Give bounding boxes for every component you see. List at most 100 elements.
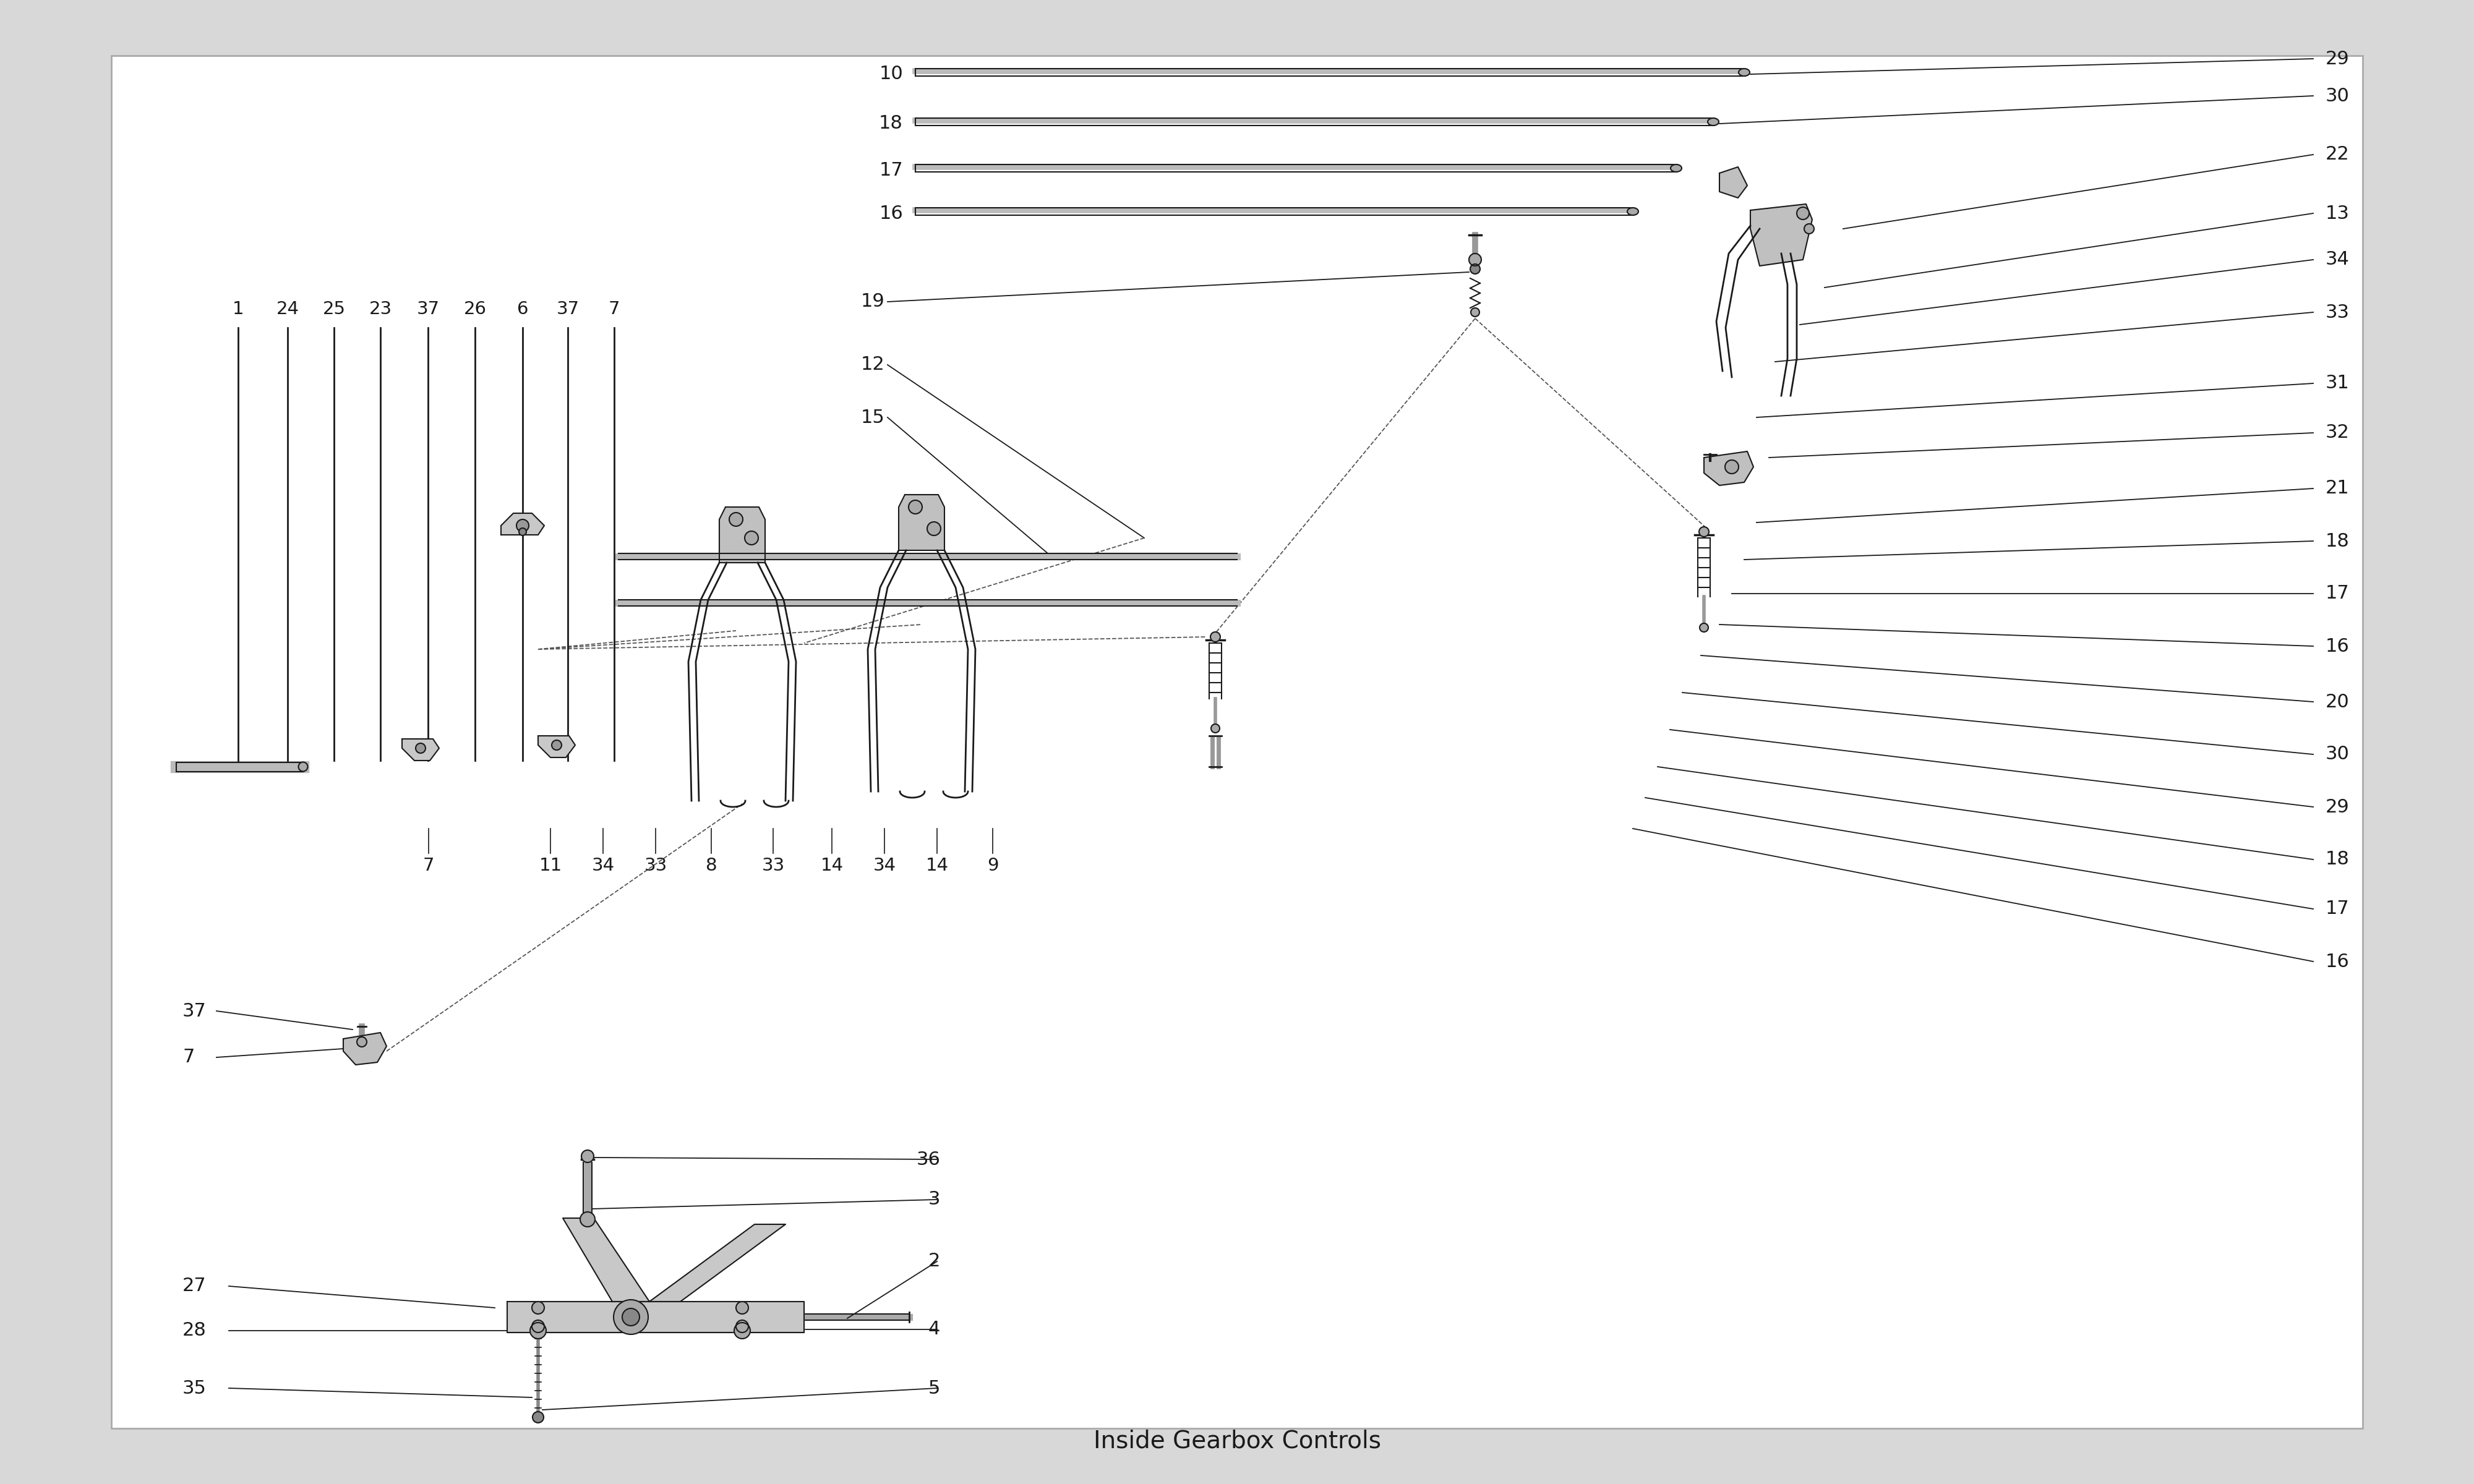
Text: 37: 37 [183,1002,205,1020]
Circle shape [623,1309,638,1325]
Ellipse shape [1670,165,1682,172]
Text: 32: 32 [2326,424,2350,442]
Circle shape [1212,724,1220,733]
Polygon shape [1719,166,1747,197]
Text: 19: 19 [861,292,886,310]
Circle shape [1210,632,1220,641]
Text: 16: 16 [878,205,903,223]
Circle shape [581,1150,594,1162]
Circle shape [416,743,426,752]
Text: Inside Gearbox Controls: Inside Gearbox Controls [1094,1429,1380,1453]
Text: 35: 35 [183,1379,205,1396]
Text: 5: 5 [928,1379,940,1396]
Circle shape [735,1322,750,1339]
Circle shape [1470,254,1482,266]
Polygon shape [344,1033,386,1066]
Text: 34: 34 [2326,251,2350,269]
Text: 28: 28 [183,1322,205,1340]
Circle shape [737,1321,747,1333]
Text: 36: 36 [915,1150,940,1168]
Text: 33: 33 [762,856,784,874]
Text: 16: 16 [2326,953,2350,971]
Text: 4: 4 [928,1321,940,1339]
Text: 27: 27 [183,1278,205,1296]
Text: 29: 29 [2326,50,2350,68]
Polygon shape [539,736,574,757]
Circle shape [552,741,562,749]
Polygon shape [564,1218,648,1301]
Text: 30: 30 [2326,745,2350,763]
Circle shape [745,531,757,545]
Polygon shape [401,739,440,760]
Text: 2: 2 [928,1252,940,1270]
Circle shape [529,1322,547,1339]
Text: 30: 30 [2326,88,2350,105]
Circle shape [908,500,923,513]
Ellipse shape [299,763,307,772]
Circle shape [532,1411,544,1423]
Ellipse shape [1739,68,1749,76]
Text: 6: 6 [517,300,529,318]
Circle shape [520,528,527,536]
Text: 7: 7 [609,300,621,318]
Text: 12: 12 [861,356,886,374]
Text: 13: 13 [2326,205,2350,223]
Circle shape [1470,264,1479,275]
Text: 18: 18 [2326,533,2350,551]
Polygon shape [648,1224,787,1301]
Text: 20: 20 [2326,693,2350,711]
Text: 3: 3 [928,1190,940,1208]
Circle shape [532,1321,544,1333]
Text: 7: 7 [423,856,435,874]
Circle shape [1700,623,1707,632]
Text: 37: 37 [557,300,579,318]
Polygon shape [1705,451,1754,485]
Text: 10: 10 [878,65,903,83]
Text: 34: 34 [873,856,896,874]
Text: 9: 9 [987,856,999,874]
Circle shape [737,1301,747,1313]
Text: 31: 31 [2326,374,2350,392]
Text: 18: 18 [878,114,903,132]
Circle shape [1470,307,1479,316]
Text: 8: 8 [705,856,717,874]
Text: 33: 33 [2326,303,2350,321]
Text: 37: 37 [416,300,440,318]
Text: 21: 21 [2326,479,2350,497]
Text: 16: 16 [2326,637,2350,654]
Text: 15: 15 [861,408,886,426]
Text: 7: 7 [183,1048,195,1067]
Circle shape [1804,224,1813,233]
Text: 33: 33 [643,856,668,874]
Text: 17: 17 [878,162,903,180]
Text: 14: 14 [821,856,844,874]
Ellipse shape [1628,208,1638,215]
FancyBboxPatch shape [111,55,2363,1428]
Polygon shape [720,508,764,562]
Polygon shape [898,494,945,551]
Circle shape [928,522,940,536]
Text: 17: 17 [2326,899,2350,919]
Text: 24: 24 [277,300,299,318]
Text: 23: 23 [369,300,391,318]
Text: 26: 26 [463,300,487,318]
Text: 17: 17 [2326,585,2350,603]
Polygon shape [1752,203,1811,266]
Circle shape [730,512,742,527]
Circle shape [517,519,529,531]
Circle shape [532,1301,544,1313]
Circle shape [1796,208,1808,220]
Ellipse shape [1707,119,1719,126]
Circle shape [1700,527,1710,537]
Polygon shape [507,1301,804,1333]
Text: 11: 11 [539,856,562,874]
Circle shape [356,1037,366,1046]
Circle shape [614,1300,648,1334]
Text: 1: 1 [233,300,245,318]
Text: 18: 18 [2326,850,2350,868]
Text: 29: 29 [2326,798,2350,816]
Text: 34: 34 [591,856,614,874]
Circle shape [579,1212,594,1227]
Text: 14: 14 [925,856,948,874]
Circle shape [1724,460,1739,473]
